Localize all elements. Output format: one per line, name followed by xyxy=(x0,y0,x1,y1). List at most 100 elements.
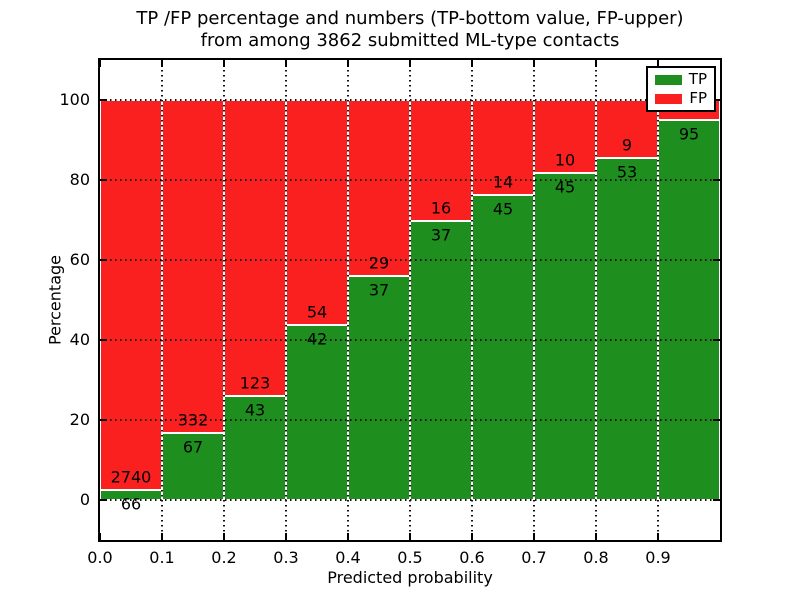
y-tick-mark xyxy=(100,99,107,101)
bar-label-tp: 53 xyxy=(616,162,638,182)
bar-segment-tp xyxy=(472,194,534,500)
x-tick-mark xyxy=(285,533,287,540)
bar-label-tp: 66 xyxy=(120,494,142,514)
x-tick-label: 0.7 xyxy=(521,548,547,567)
chart-title-line1: TP /FP percentage and numbers (TP-bottom… xyxy=(136,8,684,29)
x-tick-label: 0.1 xyxy=(149,548,175,567)
x-tick-mark xyxy=(161,533,163,540)
bar-label-tp: 37 xyxy=(430,225,452,245)
bar-label-fp: 9 xyxy=(621,135,633,155)
bar-label-tp: 45 xyxy=(492,199,514,219)
legend-label-tp: TP xyxy=(688,70,707,88)
y-tick-mark-right xyxy=(713,259,720,261)
x-tick-mark-top xyxy=(409,60,411,67)
x-tick-mark xyxy=(409,533,411,540)
y-tick-mark xyxy=(100,259,107,261)
x-tick-mark-top xyxy=(657,60,659,67)
y-tick-mark-right xyxy=(713,499,720,501)
y-tick-label: 60 xyxy=(69,250,90,269)
x-tick-label: 0.2 xyxy=(211,548,237,567)
x-tick-mark-top xyxy=(347,60,349,67)
bar-label-tp: 95 xyxy=(678,124,700,144)
bar-segment-tp xyxy=(534,172,596,500)
fp-color-swatch xyxy=(655,93,683,104)
x-tick-mark xyxy=(533,533,535,540)
x-tick-label: 0.4 xyxy=(335,548,361,567)
x-tick-mark xyxy=(471,533,473,540)
y-tick-mark xyxy=(100,499,107,501)
y-tick-label: 0 xyxy=(79,490,90,509)
bar-segment-tp xyxy=(410,220,472,500)
x-gridline xyxy=(285,60,287,540)
x-gridline xyxy=(161,60,163,540)
plot-area: 2740 66 332 67 123 43 54 42 29 37 16 37 14 45 10 45 9 53 9… xyxy=(98,58,722,542)
chart-title-line2: from among 3862 submitted ML-type contac… xyxy=(200,30,620,51)
bar-label-fp: 16 xyxy=(430,198,452,218)
x-gridline xyxy=(347,60,349,540)
bar-segment-fp xyxy=(286,100,348,325)
y-tick-label: 80 xyxy=(69,170,90,189)
legend-label-fp: FP xyxy=(689,89,707,107)
bar-segment-fp xyxy=(224,100,286,397)
x-tick-mark-top xyxy=(285,60,287,67)
legend-item-tp: TP xyxy=(655,72,707,87)
bar-label-fp: 14 xyxy=(492,172,514,192)
legend: TP FP xyxy=(646,66,716,112)
bar-label-tp: 37 xyxy=(368,280,390,300)
bar-segment-tp xyxy=(658,120,720,500)
x-tick-mark xyxy=(595,533,597,540)
x-tick-mark xyxy=(99,533,101,540)
x-tick-label: 0.3 xyxy=(273,548,299,567)
bar-label-tp: 43 xyxy=(244,400,266,420)
bar-label-fp: 123 xyxy=(239,373,271,393)
chart-title: TP /FP percentage and numbers (TP-bottom… xyxy=(100,8,720,52)
x-tick-mark-top xyxy=(99,60,101,67)
bar-label-fp: 10 xyxy=(554,150,576,170)
y-tick-label: 40 xyxy=(69,330,90,349)
bar-label-fp: 29 xyxy=(368,253,390,273)
x-tick-mark-top xyxy=(595,60,597,67)
y-tick-mark xyxy=(100,339,107,341)
x-gridline xyxy=(595,60,597,540)
y-tick-mark xyxy=(100,179,107,181)
bar-segment-fp xyxy=(162,100,224,433)
x-gridline xyxy=(533,60,535,540)
x-tick-mark-top xyxy=(161,60,163,67)
x-gridline xyxy=(223,60,225,540)
bar-label-fp: 2740 xyxy=(110,467,152,487)
x-tick-label: 0.0 xyxy=(87,548,113,567)
x-axis-label: Predicted probability xyxy=(327,568,493,587)
legend-item-fp: FP xyxy=(655,91,707,106)
bar-label-tp: 42 xyxy=(306,329,328,349)
x-tick-label: 0.5 xyxy=(397,548,423,567)
y-tick-mark-right xyxy=(713,419,720,421)
x-tick-mark xyxy=(223,533,225,540)
y-tick-mark-right xyxy=(713,99,720,101)
y-tick-mark xyxy=(100,419,107,421)
y-tick-label: 100 xyxy=(59,90,90,109)
bar-segment-tp xyxy=(286,324,348,500)
y-tick-label: 20 xyxy=(69,410,90,429)
bar-label-fp: 54 xyxy=(306,302,328,322)
bar-segment-fp xyxy=(100,100,162,491)
x-tick-mark-top xyxy=(471,60,473,67)
x-tick-mark-top xyxy=(533,60,535,67)
x-gridline xyxy=(409,60,411,540)
y-tick-mark-right xyxy=(713,339,720,341)
bar-label-tp: 67 xyxy=(182,437,204,457)
bar-segment-tp xyxy=(596,158,658,500)
bar-segment-tp xyxy=(348,275,410,500)
x-tick-label: 0.9 xyxy=(645,548,671,567)
bar-segment-fp xyxy=(348,100,410,276)
bar-label-fp: 332 xyxy=(177,410,209,430)
x-gridline xyxy=(657,60,659,540)
tp-color-swatch xyxy=(655,74,682,85)
y-tick-mark-right xyxy=(713,179,720,181)
x-tick-mark xyxy=(657,533,659,540)
x-tick-mark xyxy=(347,533,349,540)
x-tick-mark-top xyxy=(223,60,225,67)
bar-label-tp: 45 xyxy=(554,177,576,197)
x-tick-label: 0.6 xyxy=(459,548,485,567)
x-tick-label: 0.8 xyxy=(583,548,609,567)
